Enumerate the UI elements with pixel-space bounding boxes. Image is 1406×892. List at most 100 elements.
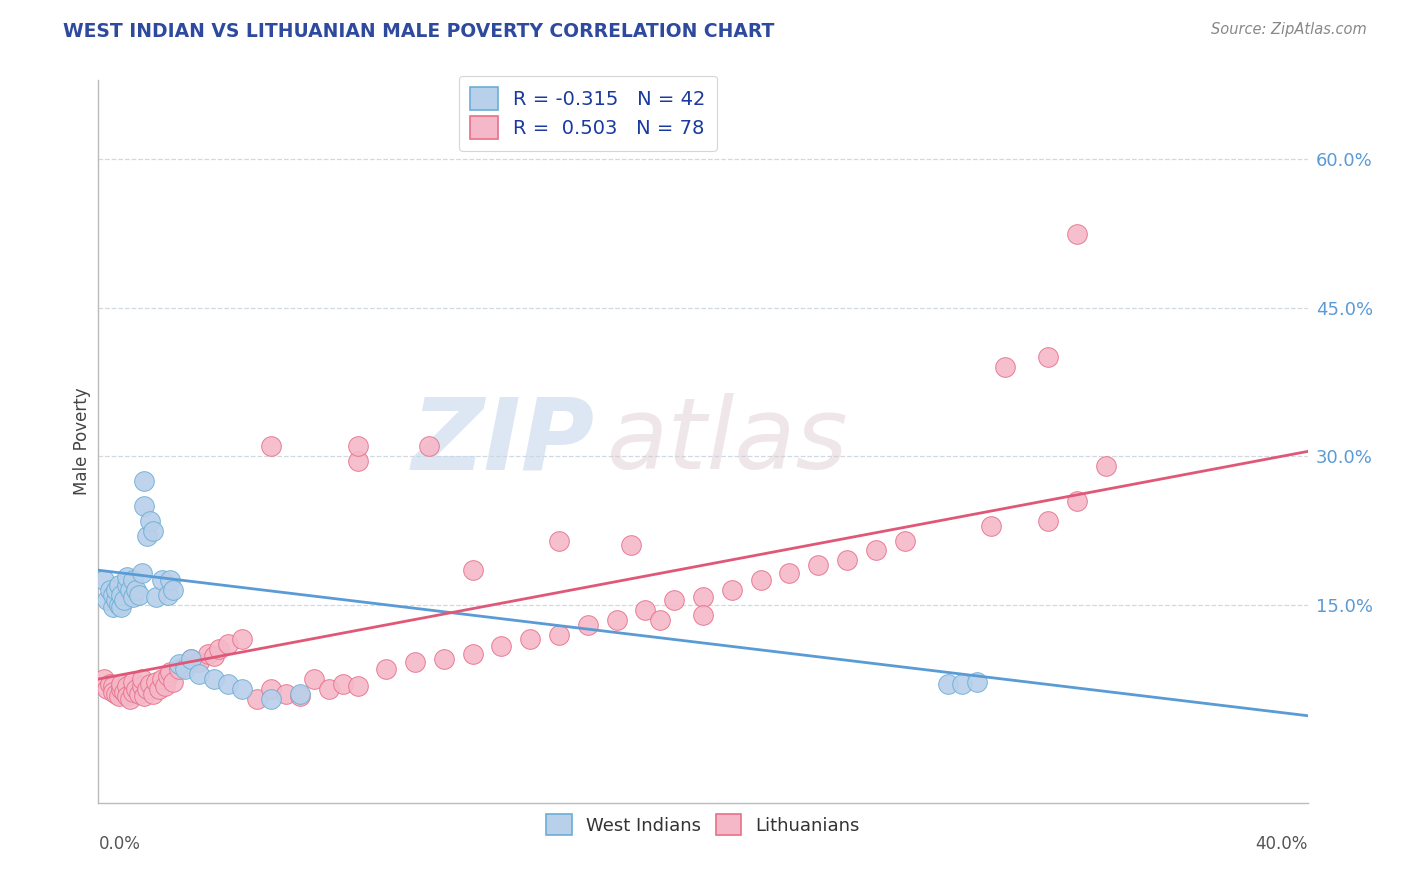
Point (131, 679, 153, 693)
Point (115, 679, 138, 693)
Point (433, 652, 456, 666)
Point (150, 573, 173, 587)
Point (260, 691, 283, 706)
Point (1066, 227, 1088, 241)
Point (807, 558, 830, 573)
Point (159, 665, 181, 680)
Point (131, 672, 153, 686)
Point (1038, 514, 1060, 528)
Point (188, 667, 211, 681)
Point (576, 617, 599, 632)
Point (104, 582, 127, 597)
Point (128, 687, 150, 701)
Point (893, 533, 915, 548)
Text: 40.0%: 40.0% (1256, 835, 1308, 854)
Point (491, 640, 513, 654)
Point (128, 588, 150, 602)
Point (107, 689, 129, 703)
Point (749, 573, 772, 587)
Point (93, 672, 115, 686)
Point (101, 588, 124, 602)
Point (112, 685, 135, 699)
Point (994, 360, 1017, 375)
Text: ZIP: ZIP (411, 393, 595, 490)
Point (104, 687, 127, 701)
Point (288, 687, 311, 701)
Point (104, 593, 127, 607)
Point (112, 593, 135, 607)
Text: Source: ZipAtlas.com: Source: ZipAtlas.com (1211, 22, 1367, 37)
Point (620, 539, 643, 553)
Point (98, 582, 121, 597)
Point (142, 687, 165, 701)
Point (162, 582, 184, 597)
Point (231, 681, 253, 696)
Point (274, 687, 297, 701)
Point (139, 677, 162, 691)
Point (966, 675, 988, 690)
Point (120, 582, 142, 597)
Point (260, 440, 283, 454)
Point (134, 474, 156, 488)
Point (606, 613, 628, 627)
Point (148, 681, 170, 696)
Point (136, 528, 159, 542)
Point (519, 632, 541, 647)
Y-axis label: Male Poverty: Male Poverty (73, 388, 91, 495)
Point (950, 677, 973, 691)
Point (101, 685, 124, 699)
Point (153, 679, 176, 693)
Point (115, 578, 138, 592)
Text: atlas: atlas (606, 393, 848, 490)
Point (107, 598, 129, 612)
Point (101, 679, 124, 693)
Point (134, 499, 156, 513)
Point (375, 662, 398, 676)
Point (865, 543, 887, 558)
Point (115, 689, 138, 703)
Point (180, 652, 202, 666)
Point (142, 524, 165, 538)
Point (664, 593, 686, 607)
Point (260, 681, 283, 696)
Point (332, 677, 354, 691)
Point (346, 679, 368, 693)
Point (835, 553, 858, 567)
Point (98, 677, 121, 691)
Point (173, 659, 195, 673)
Point (122, 573, 145, 587)
Point (156, 669, 179, 683)
Point (110, 599, 132, 614)
Point (461, 648, 484, 662)
Point (115, 570, 138, 584)
Point (197, 648, 219, 662)
Point (318, 681, 340, 696)
Point (101, 599, 124, 614)
Point (162, 675, 184, 690)
Point (136, 681, 159, 696)
Point (145, 590, 167, 604)
Point (134, 689, 156, 703)
Point (139, 514, 162, 528)
Point (96, 593, 118, 607)
Point (150, 672, 173, 686)
Point (1066, 494, 1088, 508)
Point (173, 662, 195, 676)
Point (167, 657, 190, 672)
Point (110, 588, 132, 602)
Point (778, 566, 800, 581)
Point (980, 518, 1002, 533)
Point (145, 675, 167, 690)
Point (217, 637, 239, 651)
Point (122, 590, 145, 604)
Point (648, 613, 671, 627)
Point (461, 563, 484, 577)
Point (1038, 351, 1060, 365)
Point (548, 627, 571, 641)
Point (634, 603, 657, 617)
Point (208, 642, 231, 657)
Point (167, 662, 190, 676)
Point (188, 655, 211, 669)
Point (122, 675, 145, 690)
Point (246, 691, 269, 706)
